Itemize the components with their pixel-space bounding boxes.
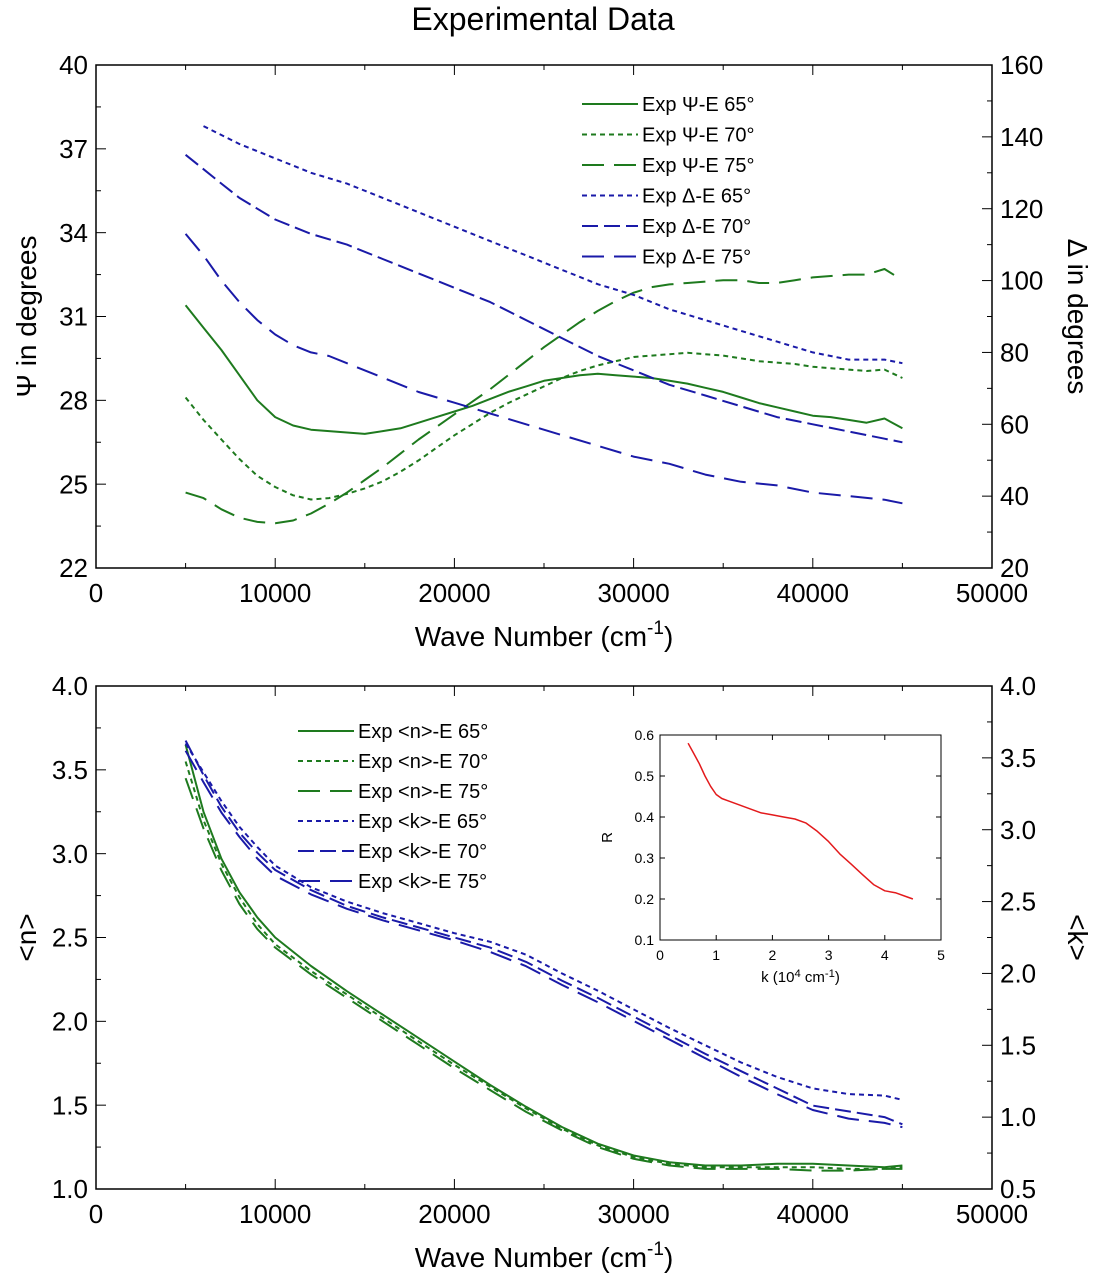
- chart0-y2-tick-label: 40: [1000, 481, 1029, 511]
- chart0-y-axis-label: Ψ in degrees: [11, 236, 42, 398]
- chart2-plot-frame: [659, 734, 942, 941]
- chart1-y2-tick-label: 1.0: [1000, 1102, 1036, 1132]
- chart1-legend-entry: Exp <n>-E 75°: [358, 781, 488, 803]
- chart0-x-tick-label: 30000: [597, 578, 669, 608]
- chart0-y2-tick-label: 20: [1000, 553, 1029, 583]
- chart0-legend-entry: Exp Δ-E 65°: [642, 186, 751, 208]
- chart1-x-tick-label: 50000: [956, 1199, 1028, 1229]
- chart1-y-tick-label: 2.0: [52, 1006, 88, 1036]
- chart2-y-tick-label: 0.1: [635, 932, 655, 948]
- chart1-x-tick-label: 20000: [418, 1199, 490, 1229]
- chart1-y-tick-label: 3.0: [52, 839, 88, 869]
- chart0-x-axis-label: Wave Number (cm-1): [415, 618, 674, 652]
- chart0-legend-entry: Exp Δ-E 70°: [642, 216, 751, 238]
- chart1-y-tick-label: 3.5: [52, 755, 88, 785]
- chart0-y-tick-label: 37: [59, 134, 88, 164]
- chart1-y-tick-label: 2.5: [52, 923, 88, 953]
- chart1-legend-entry: Exp <k>-E 70°: [358, 841, 487, 863]
- chart1-legend-entry: Exp <n>-E 70°: [358, 751, 488, 773]
- chart2-y-tick-label: 0.4: [635, 809, 655, 825]
- chart2-x-tick-label: 2: [769, 947, 777, 963]
- chart1-x-tick-label: 40000: [777, 1199, 849, 1229]
- chart1-x-tick-label: 10000: [239, 1199, 311, 1229]
- chart0-x-tick-label: 50000: [956, 578, 1028, 608]
- chart1-y2-axis-label: <k>: [1062, 914, 1093, 961]
- chart2-x-tick-label: 3: [825, 947, 833, 963]
- chart2-y-tick-label: 0.3: [635, 850, 655, 866]
- chart2-x-tick-label: 1: [712, 947, 720, 963]
- chart0-series-line-0: [184, 304, 903, 435]
- chart0-x-tick-label: 10000: [239, 578, 311, 608]
- chart0-y-tick-label: 31: [59, 302, 88, 332]
- chart0-series-line-1: [184, 351, 903, 501]
- chart2-y-tick-label: 0.2: [635, 891, 655, 907]
- reflectance-inset-chart: 0 1 2 3 4 5 0.1 0.2 0.3 0.4 0.5 0.6 k (104 cm-1) R: [599, 727, 945, 986]
- chart0-legend: Exp Ψ-E 65° Exp Ψ-E 70° Exp Ψ-E 75° Exp Δ-E…: [582, 94, 755, 269]
- chart2-y-axis-label: R: [599, 832, 616, 843]
- chart0-series-line-4: [184, 154, 903, 444]
- chart1-series-line-2: [184, 777, 903, 1172]
- chart0-x-tick-label: 0: [89, 578, 103, 608]
- chart1-y-axis-label: <n>: [11, 913, 42, 961]
- chart1-y2-tick-label: 3.5: [1000, 743, 1036, 773]
- chart0-y2-tick-label: 140: [1000, 122, 1043, 152]
- chart0-series-line-2: [185, 268, 903, 525]
- chart1-series-line-5: [184, 750, 903, 1129]
- chart1-y2-tick-label: 4.0: [1000, 671, 1036, 701]
- chart0-y2-tick-label: 160: [1000, 50, 1043, 80]
- chart1-y-tick-label: 1.5: [52, 1090, 88, 1120]
- chart1-legend-entry: Exp <k>-E 75°: [358, 871, 487, 893]
- chart0-x-tick-label: 20000: [418, 578, 490, 608]
- chart1-series-line-1: [184, 761, 903, 1170]
- chart0-y-tick-label: 22: [59, 553, 88, 583]
- chart1-x-tick-label: 30000: [597, 1199, 669, 1229]
- chart0-x-tick-label: 40000: [777, 578, 849, 608]
- chart0-legend-entry: Exp Ψ-E 75°: [642, 155, 755, 177]
- chart1-y-tick-label: 1.0: [52, 1174, 88, 1204]
- chart1-y2-tick-label: 0.5: [1000, 1174, 1036, 1204]
- chart2-y-tick-label: 0.6: [635, 727, 655, 743]
- chart2-y-tick-label: 0.5: [635, 768, 655, 784]
- psi-delta-chart: 0 10000 20000 30000 40000 50000 22 25 28 31 34 37 40…: [11, 50, 1093, 652]
- chart1-series-line-0: [184, 744, 903, 1169]
- chart0-y2-axis-label: Δ in degrees: [1062, 239, 1093, 395]
- chart0-y2-tick-label: 120: [1000, 194, 1043, 224]
- chart1-y2-tick-label: 2.0: [1000, 959, 1036, 989]
- chart0-legend-entry: Exp Δ-E 75°: [642, 247, 751, 269]
- chart2-x-tick-label: 0: [656, 947, 664, 963]
- chart0-y2-tick-label: 60: [1000, 409, 1029, 439]
- chart0-y2-tick-label: 80: [1000, 338, 1029, 368]
- chart1-y2-tick-label: 1.5: [1000, 1030, 1036, 1060]
- n-k-chart: 0 10000 20000 30000 40000 50000 1.0 1.5 2.0 2.5 3.…: [11, 671, 1093, 1273]
- chart1-y2-tick-label: 2.5: [1000, 887, 1036, 917]
- chart2-series-line-0: [687, 742, 914, 900]
- chart2-x-tick-label: 4: [881, 947, 889, 963]
- chart0-y-tick-label: 25: [59, 469, 88, 499]
- chart1-series-line-3: [184, 742, 903, 1101]
- chart1-y2-tick-label: 3.0: [1000, 815, 1036, 845]
- chart0-y-tick-label: 34: [59, 218, 88, 248]
- chart0-y-tick-label: 40: [59, 50, 88, 80]
- chart0-series-line-3: [203, 125, 903, 365]
- chart1-legend-entry: Exp <n>-E 65°: [358, 721, 488, 743]
- chart2-x-tick-label: 5: [937, 947, 945, 963]
- chart2-x-axis-label: k (104 cm-1): [761, 968, 840, 986]
- chart1-x-axis-label: Wave Number (cm-1): [415, 1239, 674, 1273]
- chart0-legend-entry: Exp Ψ-E 70°: [642, 125, 755, 147]
- chart0-series-line-5: [184, 233, 903, 505]
- chart0-legend-entry: Exp Ψ-E 65°: [642, 94, 755, 116]
- chart1-legend-entry: Exp <k>-E 65°: [358, 811, 487, 833]
- chart0-y-tick-label: 28: [59, 385, 88, 415]
- chart1-y-tick-label: 4.0: [52, 671, 88, 701]
- chart1-legend: Exp <n>-E 65° Exp <n>-E 70° Exp <n>-E 75° E…: [298, 721, 488, 893]
- chart1-x-tick-label: 0: [89, 1199, 103, 1229]
- figure-title: Experimental Data: [411, 1, 674, 37]
- chart1-series-line-4: [184, 740, 903, 1126]
- chart0-y2-tick-label: 100: [1000, 266, 1043, 296]
